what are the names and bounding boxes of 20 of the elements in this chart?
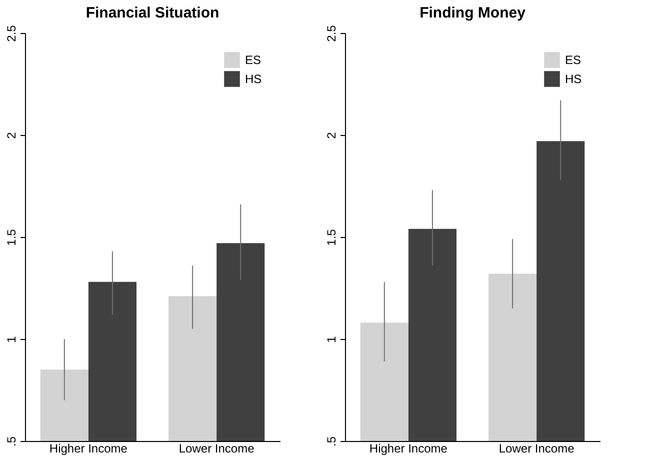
y-tick-label: 2 bbox=[4, 132, 18, 139]
x-tick-label: Lower Income bbox=[178, 442, 255, 456]
y-tick-label: 2.5 bbox=[4, 24, 18, 42]
y-tick-label: 1.5 bbox=[324, 228, 338, 246]
x-tick-label: Higher Income bbox=[369, 442, 448, 456]
legend-label: ES bbox=[565, 53, 582, 67]
legend-label: ES bbox=[245, 53, 262, 67]
y-tick-label: 2 bbox=[324, 132, 338, 139]
chart-title: Finding Money bbox=[420, 4, 526, 22]
chart-title: Financial Situation bbox=[86, 4, 220, 22]
y-tick-label: .5 bbox=[324, 436, 338, 447]
y-tick-label: 1 bbox=[324, 336, 338, 343]
y-tick-label: 1 bbox=[4, 336, 18, 343]
y-tick-label: 2.5 bbox=[324, 24, 338, 42]
y-tick-label: .5 bbox=[4, 436, 18, 447]
x-tick-label: Higher Income bbox=[49, 442, 128, 456]
legend-label: HS bbox=[565, 72, 582, 86]
legend-label: HS bbox=[245, 72, 262, 86]
y-tick-label: 1.5 bbox=[4, 228, 18, 246]
x-tick-label: Lower Income bbox=[498, 442, 575, 456]
